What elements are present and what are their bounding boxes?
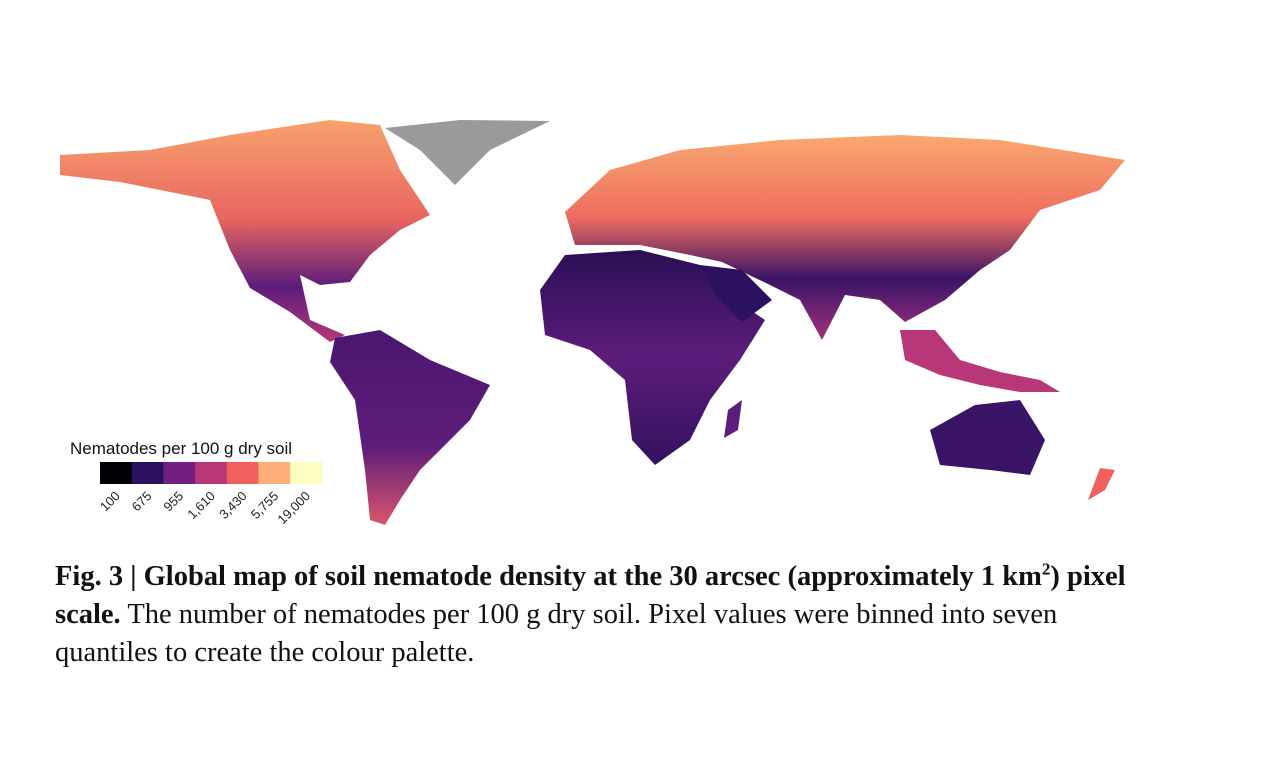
legend-swatch bbox=[258, 462, 291, 484]
legend-tick-label: 19,000 bbox=[274, 488, 313, 527]
greenland bbox=[385, 120, 550, 185]
legend-title: Nematodes per 100 g dry soil bbox=[70, 439, 292, 458]
north-america bbox=[60, 120, 430, 342]
legend-swatch bbox=[195, 462, 228, 484]
legend-swatch bbox=[100, 462, 133, 484]
new-zealand bbox=[1088, 468, 1115, 500]
south-america bbox=[330, 330, 490, 525]
caption: Fig. 3 | Global map of soil nematode den… bbox=[55, 558, 1135, 672]
map-figure: Nematodes per 100 g dry soil 100 675 9551,… bbox=[60, 120, 1125, 527]
arabia bbox=[700, 265, 772, 322]
legend-tick-label: 1,610 bbox=[184, 488, 218, 522]
legend-tick-label: 675 bbox=[129, 488, 155, 514]
legend-tick-label: 955 bbox=[160, 488, 186, 514]
map bbox=[60, 120, 1125, 525]
caption-text: The number of nematodes per 100 g dry so… bbox=[55, 599, 1058, 668]
southeast-asia bbox=[900, 330, 1060, 392]
caption-figure: Fig. 3 bbox=[55, 561, 124, 592]
legend-swatch bbox=[226, 462, 259, 484]
caption-title: Global map of soil nematode density at t… bbox=[55, 559, 1126, 631]
caption-superscript: 2 bbox=[1041, 559, 1051, 579]
legend-swatch bbox=[163, 462, 196, 484]
legend-tick-label: 100 bbox=[97, 488, 123, 514]
madagascar bbox=[724, 400, 742, 438]
africa bbox=[540, 250, 765, 465]
caption-title-text: Global map of soil nematode density at t… bbox=[143, 561, 1042, 592]
caption-title-text: ) pixel scale. bbox=[55, 561, 1126, 630]
legend-swatch bbox=[131, 462, 164, 484]
legend-swatch bbox=[290, 462, 323, 484]
legend-tick-label: 3,430 bbox=[216, 488, 250, 522]
australia bbox=[930, 400, 1045, 475]
eurasia bbox=[565, 135, 1125, 340]
caption-separator: | bbox=[130, 561, 137, 592]
